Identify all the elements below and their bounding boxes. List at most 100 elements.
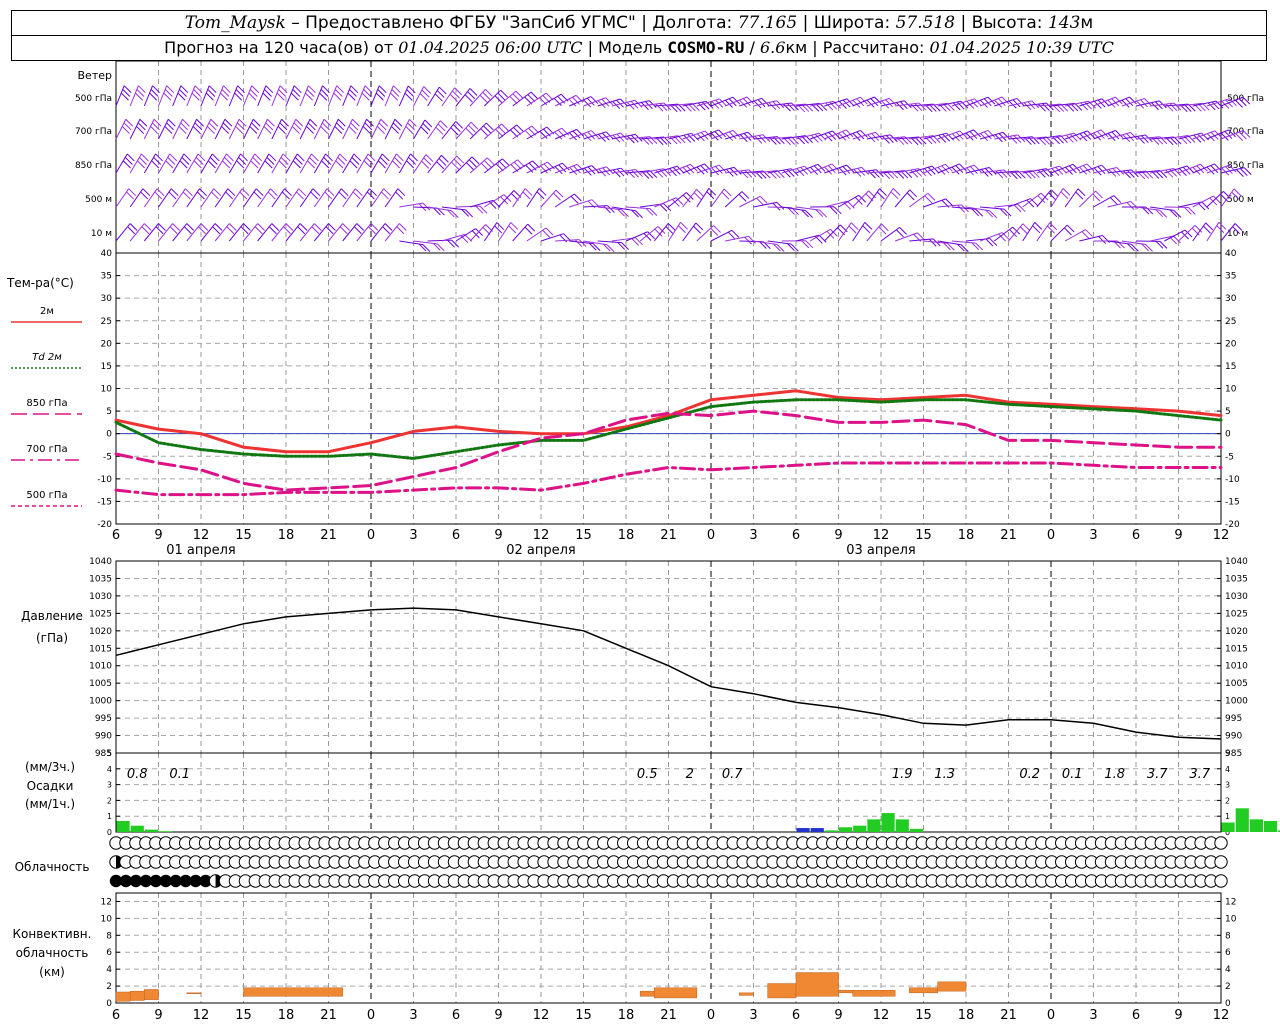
wind-barb-flag (155, 226, 164, 235)
wind-barb-flag (882, 136, 890, 144)
convective-x-tick-label: 12 (873, 1008, 890, 1023)
wind-barb-flag (738, 194, 747, 202)
wind-barb-flag (1151, 102, 1159, 111)
wind-barb-flag (136, 89, 145, 97)
day-label: 03 апреля (846, 543, 916, 558)
wind-barb-flag (264, 160, 273, 169)
wind-barb-flag (137, 160, 146, 169)
wind-barb-flag (166, 85, 175, 94)
temperature-x-tick-label: 12 (533, 528, 550, 543)
wind-barb-flag (649, 170, 658, 179)
wind-barb-flag (959, 163, 967, 172)
wind-barb-flag (554, 166, 563, 175)
wind-barb-flag (1074, 103, 1083, 111)
precip-3h-sum: 0.5 (637, 767, 658, 782)
wind-barb (158, 188, 172, 208)
wind-barb (441, 87, 456, 107)
wind-barb-flag (572, 130, 581, 139)
wind-barb-flag (1051, 168, 1060, 176)
wind-barb-flag (829, 206, 838, 215)
wind-barb-flag (630, 100, 639, 109)
wind-barb-flag (1141, 243, 1149, 252)
wind-barb (299, 188, 314, 208)
wind-barb (143, 188, 158, 208)
wind-barb-flag (945, 198, 954, 207)
pressure-v-grid (115, 561, 1222, 753)
wind-barb-flag (494, 95, 503, 104)
pressure-tick-left: 985 (95, 749, 112, 759)
wind-barb-flag (1093, 132, 1102, 141)
wind-barb-flag (1173, 210, 1182, 218)
precip-3h-sum: 1.9 (892, 767, 913, 782)
wind-barb-flag (293, 85, 302, 94)
wind-barb-flag (496, 222, 505, 230)
wind-barb (1178, 163, 1201, 174)
wind-barb (228, 188, 243, 208)
wind-barb-flag (364, 122, 373, 131)
wind-barb-flag (235, 126, 244, 134)
wind-barb (640, 102, 664, 107)
wind-barb-flag (706, 191, 715, 200)
wind-barb (356, 119, 368, 140)
wind-barb (299, 223, 315, 242)
day-label: 02 апреля (506, 543, 576, 558)
wind-barb-flag (655, 169, 664, 178)
wind-barb-flag (1234, 223, 1243, 231)
wind-barb-flag (1047, 225, 1055, 234)
wind-barb-flag (572, 96, 580, 105)
wind-barb-flag (715, 166, 723, 174)
wind-barb-flag (635, 210, 643, 219)
pressure-unit: (гПа) (36, 631, 68, 645)
temperature-title: Тем-ра(°C) (6, 276, 74, 290)
wind-barb (257, 223, 273, 242)
wind-barb-flag (469, 88, 478, 96)
wind-barb-flag (631, 134, 639, 143)
wind-barb (866, 223, 882, 242)
wind-barb-flag (531, 125, 540, 134)
precip-3h-sum: 1.8 (1104, 767, 1125, 782)
temperature-tick-right: 5 (1225, 407, 1231, 417)
wind-barb-flag (436, 90, 445, 98)
wind-barb (951, 98, 975, 107)
wind-barb-flag (1214, 163, 1222, 172)
wind-barb-flag (370, 223, 379, 231)
wind-barb-flag (756, 197, 765, 206)
wind-barb-flag (896, 102, 904, 111)
wind-barb (668, 192, 687, 208)
wind-barb-flag (248, 92, 257, 101)
convective-tick-right: 10 (1225, 914, 1237, 924)
wind-barb-flag (603, 205, 611, 214)
wind-barb-flag (888, 98, 897, 106)
wind-barb-flag (361, 92, 370, 101)
convective-x-tick-label: 18 (958, 1008, 975, 1023)
temperature-v-grid (115, 253, 1222, 524)
wind-barb-flag (193, 89, 202, 97)
wind-barb (909, 165, 933, 174)
wind-barb-flag (838, 132, 847, 141)
wind-barb (356, 153, 369, 174)
wind-barb-flag (819, 103, 828, 111)
wind-barb-flag (394, 157, 402, 165)
wind-barb-flag (451, 161, 460, 170)
wind-barb-flag (1181, 231, 1189, 240)
wind-barb-flag (848, 225, 857, 234)
wind-barb (1064, 229, 1086, 242)
day-label: 01 апреля (166, 543, 236, 558)
wind-barb-flag (376, 92, 384, 101)
convective-tick-right: 12 (1225, 897, 1236, 907)
wind-barb (781, 165, 805, 174)
wind-barb-flag (748, 169, 757, 178)
wind-barb-flag (196, 118, 204, 127)
wind-barb-flag (1210, 165, 1219, 173)
wind-barb-flag (1123, 170, 1131, 179)
wind-barb (682, 130, 706, 140)
wind-barb-flag (1201, 102, 1210, 111)
wind-barb-flag (787, 137, 795, 145)
wind-barb-flag (1111, 98, 1120, 107)
wind-barb-flag (198, 226, 206, 235)
wind-barb-flag (1097, 131, 1105, 139)
model-res-unit: км (785, 38, 808, 57)
wind-barb-flag (980, 133, 989, 141)
wind-barb (1022, 168, 1047, 174)
wind-barb-flag (513, 127, 522, 135)
